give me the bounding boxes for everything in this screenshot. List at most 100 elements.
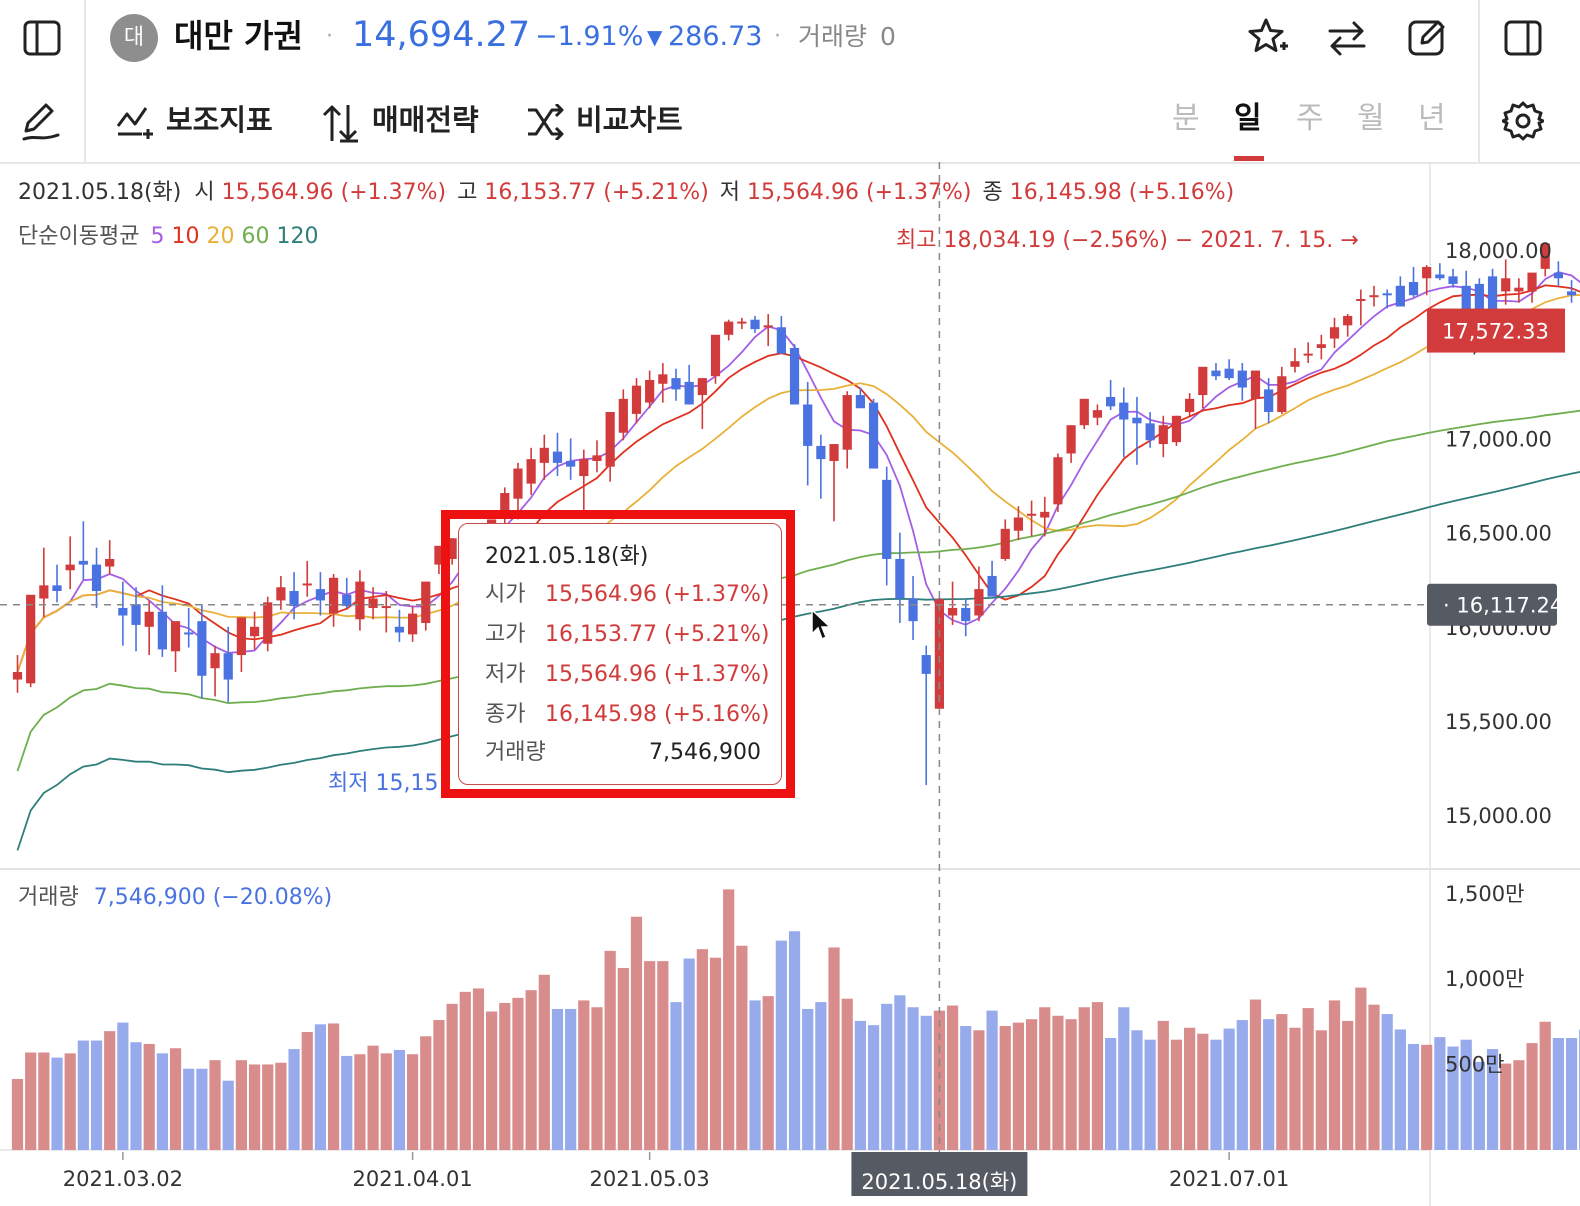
volume-bar [486, 1011, 498, 1150]
candle-body [1026, 513, 1037, 516]
close-value: 16,145.98 (+5.16%) [1009, 180, 1235, 205]
period-week[interactable]: 주 [1296, 101, 1324, 136]
volume-bar [130, 1042, 142, 1150]
crosshair-date-tag-label: 2021.05.18(화) [861, 1170, 1017, 1194]
sort-arrows-icon [322, 105, 358, 143]
volume-bar [169, 1048, 182, 1150]
volume-bar [235, 1060, 247, 1150]
volume-bar [617, 967, 629, 1150]
candle-body [513, 468, 523, 499]
pencil-icon[interactable] [20, 101, 62, 143]
compare-button[interactable]: 비교차트 [522, 100, 698, 144]
ma-legend[interactable]: 단순이동평균 5 10 20 60 120 [18, 226, 318, 248]
chart-area[interactable]: 18,000.0017,500.0017,000.0016,500.0016,0… [0, 162, 1580, 1206]
indicator-icon [116, 107, 153, 139]
volume-bar [1434, 1037, 1446, 1150]
candle-body [328, 577, 339, 614]
candle-body [368, 598, 378, 608]
candle-body [684, 381, 694, 405]
volume-bar [1091, 1002, 1104, 1150]
gear-icon[interactable] [1502, 100, 1544, 142]
candle-body [908, 598, 918, 622]
volume-bar [1157, 1020, 1169, 1150]
top-bar: 대 대만 가권 · 14,694.27 −1.91% ▼ 286.73 · 거래… [0, 0, 1580, 82]
candle-body [1382, 293, 1392, 296]
volume-bar [749, 1000, 761, 1150]
panel-icon[interactable] [1503, 18, 1543, 58]
volume-bar [1184, 1027, 1196, 1150]
candle-body [381, 606, 391, 609]
candle-body [1395, 285, 1405, 307]
cursor-icon [811, 608, 832, 641]
period-minute[interactable]: 분 [1172, 101, 1200, 136]
ma20-legend: 20 [206, 224, 235, 249]
volume-bar [1223, 1028, 1235, 1150]
sidebar-toggle-icon[interactable] [22, 18, 62, 58]
strategy-button[interactable]: 매매전략 [316, 100, 492, 144]
volume-bar [1355, 987, 1367, 1150]
period-day[interactable]: 일 [1234, 101, 1262, 136]
candle-body [1303, 353, 1313, 356]
volume-bar [946, 1005, 959, 1150]
volume-panel-label: 거래량 7,546,900 (−20.08%) [18, 887, 332, 909]
candle-body [842, 395, 852, 450]
period-year[interactable]: 년 [1418, 101, 1446, 136]
volume-bar [380, 1053, 392, 1150]
price-tick-label: 15,000.00 [1445, 804, 1552, 828]
volume-bar [1197, 1033, 1209, 1150]
candle-body [961, 607, 971, 622]
star-add-icon[interactable] [1247, 16, 1289, 58]
volume-bar [1447, 1046, 1459, 1150]
edit-icon[interactable] [1406, 16, 1448, 58]
volume-bar [25, 1052, 37, 1150]
tooltip-value: 16,145.98 (+5.16%) [545, 702, 770, 727]
volume-bar [841, 998, 853, 1150]
tooltip-volume-value: 7,546,900 [649, 740, 761, 765]
volume-bar [775, 940, 787, 1150]
volume-bar [1421, 1044, 1433, 1150]
candle-body [157, 611, 167, 650]
volume-bar [1118, 1007, 1130, 1150]
highlight-frame [441, 510, 795, 798]
dot-separator: · [774, 24, 781, 49]
period-day-underline [1234, 156, 1264, 161]
candle-body [1316, 344, 1326, 348]
divider [84, 80, 86, 162]
candle-body [1408, 282, 1419, 296]
down-arrow-icon: ▼ [647, 25, 663, 49]
candle-body [1092, 410, 1103, 418]
high-value: 16,153.77 (+5.21%) [484, 180, 709, 205]
candle-body [658, 374, 668, 384]
price-chart[interactable]: 18,000.0017,500.0017,000.0016,500.0016,0… [0, 162, 1580, 1206]
candle-body [1461, 285, 1471, 315]
tooltip-value: 16,153.77 (+5.21%) [545, 622, 770, 647]
candle-body [1000, 528, 1010, 559]
candle-body [1145, 423, 1155, 441]
volume-bar [77, 1040, 89, 1150]
candle-body [618, 398, 628, 433]
candle-body [170, 621, 181, 652]
candle-body [579, 459, 589, 477]
indicator-button[interactable]: 보조지표 [112, 100, 282, 144]
divider [1478, 0, 1480, 80]
candle-body [552, 451, 563, 463]
price-tick-label: 16,500.00 [1445, 522, 1552, 546]
volume-bar [1249, 999, 1262, 1150]
candle-body [105, 558, 115, 567]
candle-body [302, 583, 312, 586]
volume-bar [1407, 1043, 1420, 1150]
low-label: 저 [719, 180, 741, 205]
candle-body [737, 321, 747, 324]
ma60-legend: 60 [241, 224, 270, 249]
volume-bar [723, 889, 735, 1150]
price-tick-label: 18,000.00 [1445, 239, 1552, 263]
volume-bar [433, 1020, 445, 1150]
volume-bar [1170, 1039, 1183, 1150]
candle-body [118, 607, 128, 616]
info-date: 2021.05.18(화) [18, 180, 182, 205]
swap-icon[interactable] [1326, 18, 1368, 58]
tooltip-label: 고가 [485, 622, 526, 647]
volume-bar [1276, 1014, 1288, 1150]
period-month[interactable]: 월 [1357, 101, 1385, 136]
volume-bar [275, 1062, 287, 1150]
